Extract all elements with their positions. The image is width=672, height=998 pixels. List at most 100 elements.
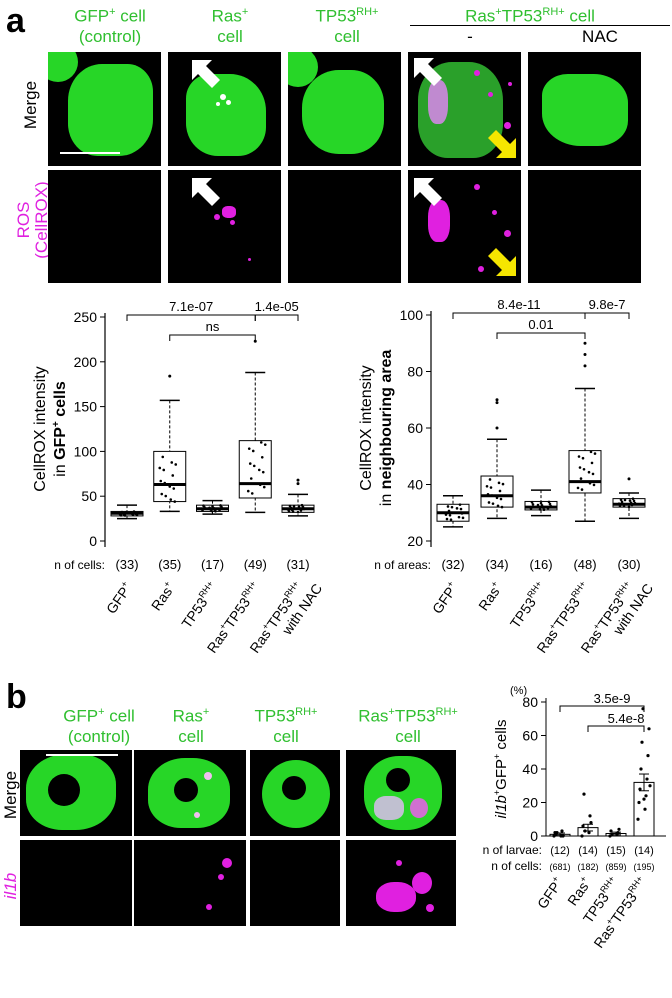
- n-label: n of cells:: [54, 558, 105, 572]
- data-point: [170, 461, 174, 464]
- comparison-bracket: [452, 312, 586, 319]
- p-value-label: 7.1e-07: [169, 299, 213, 314]
- data-point: [593, 452, 597, 455]
- data-point: [548, 502, 552, 506]
- y-tick-label: 250: [74, 309, 98, 325]
- data-point: [248, 462, 252, 465]
- data-point: [171, 474, 175, 477]
- data-point: [592, 483, 596, 487]
- y-tick-label: 60: [522, 728, 538, 744]
- b-column-header-gfp: GFP+ cell (control): [63, 706, 135, 746]
- b-il1b-image-tp53: [250, 840, 340, 926]
- b-column-header-tp53: TP53RH+ cell: [254, 706, 318, 746]
- data-point: [490, 494, 494, 497]
- category-label: GFP+: [103, 579, 133, 617]
- y-tick-label: 80: [522, 694, 538, 710]
- data-point: [539, 501, 543, 505]
- data-point: [455, 507, 459, 510]
- data-point: [461, 516, 465, 520]
- outlier-point: [253, 339, 257, 343]
- category-label: Ras+: [148, 579, 175, 613]
- data-point: [531, 503, 535, 506]
- ros-image-gfp: [48, 170, 161, 283]
- data-point: [457, 515, 461, 519]
- n-cells-label: n of cells:: [491, 859, 542, 873]
- comparison-bracket: [584, 312, 630, 319]
- n-larvae-label: n of larvae:: [483, 843, 542, 857]
- y-tick-label: 100: [74, 443, 98, 459]
- p-value-label: 5.4e-8: [608, 711, 645, 726]
- y-tick-label: 20: [407, 533, 423, 549]
- data-point: [580, 834, 584, 838]
- data-point: [250, 492, 254, 495]
- data-point: [580, 488, 584, 491]
- data-point: [627, 505, 631, 509]
- outlier-point: [627, 477, 631, 481]
- data-point: [169, 498, 173, 501]
- data-point: [261, 470, 265, 474]
- svg-text:TP53RH+: TP53RH+: [177, 579, 221, 631]
- data-point: [540, 504, 544, 507]
- data-point: [636, 817, 640, 821]
- data-point: [203, 506, 206, 509]
- comparison-bracket: [126, 314, 256, 321]
- data-point: [630, 503, 634, 507]
- data-point: [486, 493, 490, 496]
- data-point: [616, 831, 620, 835]
- data-point: [588, 814, 592, 818]
- data-point: [590, 461, 594, 465]
- b-il1b-image-gfp: [20, 840, 132, 926]
- white-arrow-icon: [192, 60, 220, 88]
- bar-chart-il1b: 0 20 40 60 80(%) il1b+GFP+ cells 3.5e-9 5.4e-8 n…: [483, 685, 666, 951]
- data-point: [287, 510, 291, 513]
- p-value-label: 3.5e-9: [594, 691, 631, 706]
- white-arrow-icon: [414, 58, 442, 86]
- data-point: [642, 797, 646, 801]
- y-tick-label: 0: [530, 828, 538, 844]
- data-point: [247, 447, 251, 450]
- data-point: [619, 498, 623, 501]
- n-value: (32): [441, 557, 464, 572]
- y-tick-label: 100: [400, 307, 424, 323]
- data-point: [163, 481, 167, 485]
- data-point: [632, 499, 636, 503]
- svg-text:GFP+: GFP+: [533, 874, 566, 912]
- y-tick-label: 40: [522, 761, 538, 777]
- data-point: [577, 455, 581, 458]
- row-label-merge: Merge: [21, 80, 40, 130]
- panel-a-letter: a: [6, 2, 25, 40]
- data-point: [640, 740, 644, 744]
- n-value: (48): [573, 557, 596, 572]
- data-point: [458, 503, 462, 506]
- svg-text:Ras+: Ras+: [474, 579, 505, 613]
- data-point: [501, 482, 505, 486]
- b-row-label-merge: Merge: [1, 770, 20, 820]
- yellow-arrow-icon: [488, 130, 516, 158]
- category-label: TP53RH+: [507, 579, 544, 631]
- data-point: [495, 496, 499, 500]
- data-point: [647, 727, 651, 731]
- data-point: [589, 450, 593, 454]
- n-cells-value: (182): [577, 862, 598, 872]
- b-merge-image-gfp: [20, 750, 132, 836]
- data-point: [496, 504, 500, 508]
- y-tick-label: 150: [74, 399, 98, 415]
- data-point: [581, 456, 585, 460]
- white-arrow-icon: [414, 178, 442, 206]
- data-point: [610, 832, 614, 836]
- ros-image-ras: [168, 170, 281, 283]
- data-point: [639, 767, 643, 771]
- data-point: [258, 483, 262, 487]
- data-point: [609, 829, 613, 833]
- category-label: GFP+: [429, 579, 459, 617]
- data-point: [447, 509, 451, 513]
- data-point: [460, 512, 464, 515]
- data-point: [260, 455, 264, 459]
- outlier-point: [583, 364, 587, 368]
- comparison-bracket: [254, 314, 299, 321]
- data-point: [589, 821, 593, 825]
- data-point: [162, 468, 166, 472]
- data-point: [633, 501, 637, 505]
- b-merge-image-tp53: [250, 750, 340, 836]
- outlier-point: [583, 353, 587, 357]
